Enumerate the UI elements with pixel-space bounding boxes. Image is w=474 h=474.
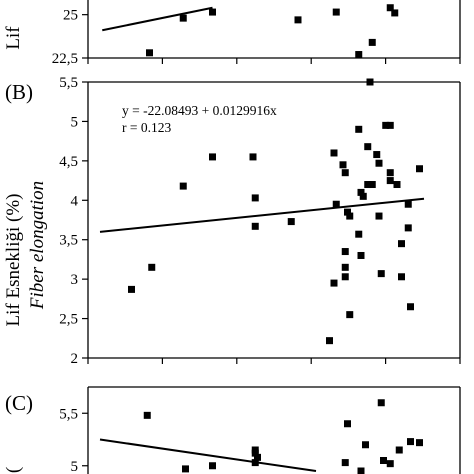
panel-b-data-point [375,212,383,220]
panel-a-trend-line [102,6,213,32]
panel-b-y-tick-label: 2 [71,351,79,367]
panel-c-data-point [362,441,369,449]
panel-b-data-point [344,208,351,216]
panel-c-data-point [251,449,259,457]
panel-a-plot: 22,5 25 [52,0,461,67]
panel-a-data-point [355,51,363,59]
panel-c-letter: (C) [5,391,33,415]
panel-b-y-tick-label: 3 [71,272,79,288]
panel-b-data-point [128,285,135,293]
panel-b-data-point [249,153,257,161]
panel-b-data-point [251,222,259,230]
panel-b-data-point [364,181,372,189]
panel-b-data-point [355,125,363,133]
panel-c-data-point [254,453,261,461]
panel-c-data-point [251,459,259,467]
panel-c-trend-line [99,438,317,472]
panel-a-data-point [294,16,302,24]
panel-c-data-point [377,399,385,407]
panel-b-data-point [393,181,401,189]
panel-b-data-point [382,121,390,129]
panel-b-letter: (B) [5,80,33,104]
panel-b-data-point [148,263,156,271]
panel-b-data-point [386,121,394,129]
panel-b-ylabel-italic: Fiber elongation [27,181,48,310]
panel-a-data-point [386,4,394,12]
panel-a-y-tick-label: 22,5 [52,51,78,67]
panel-c-data-point [407,438,414,446]
panel-b-data-point [375,159,383,167]
panel-a: Lif 22,5 25 [3,0,461,67]
panel-b-data-point [251,194,259,202]
panel-a-y-tick-label: 25 [63,8,78,24]
panel-c-data-point [380,457,387,464]
panel-b-data-point [339,161,347,169]
panel-c: (C) ( 55,5 [3,386,461,474]
panel-b-equation: y = -22.08493 + 0.0129916x [122,103,277,118]
panel-b-data-point [357,251,365,259]
panel-b-data-point [341,169,349,177]
panel-a-data-point [146,49,153,57]
panel-b-y-tick-label: 5,5 [59,75,78,91]
panel-a-ylabel: Lif [3,26,24,50]
panel-a-data-point [332,8,340,16]
panel-c-data-point [182,465,189,473]
panel-a-data-point [368,38,376,46]
panel-b-data-point [357,188,365,196]
panel-b-y-tick-label: 4 [71,193,79,209]
panel-b-data-point [416,165,423,173]
panel-b-y-tick-label: 2,5 [59,312,78,328]
panel-b-data-point [330,149,338,157]
panel-b: (B) y = -22.08493 + 0.0129916x r = 0.123… [3,75,461,367]
panel-b-y-tick-label: 5 [71,114,79,130]
panel-b-data-point [346,311,354,319]
panel-b-data-point [209,153,216,161]
panel-b-data-point [373,151,381,159]
panel-b-data-point [179,182,187,190]
panel-b-plot: 2 2,5 3 3,5 4 4,5 5 5,5 [59,75,461,367]
panel-c-data-point [416,439,423,447]
panel-b-data-point [386,169,394,177]
panel-b-data-point [407,303,414,311]
panel-b-data-point [332,200,340,208]
panel-c-data-point [344,420,351,428]
panel-b-data-point [287,218,295,226]
panel-c-data-point [395,446,403,454]
panel-b-data-point [346,212,354,220]
panel-c-y-tick-label: 5 [71,459,79,474]
panel-c-data-point [357,467,365,474]
panel-b-data-point [398,240,405,248]
panel-c-data-point [386,460,394,468]
panel-c-data-point [143,411,151,419]
panel-b-data-point [404,224,412,232]
panel-b-y-tick-label: 3,5 [59,233,78,249]
panel-b-r-value: r = 0.123 [122,120,171,135]
panel-a-data-point [391,9,399,17]
panel-a-data-point [179,14,187,22]
panel-b-data-point [398,273,405,281]
panel-b-data-point [366,78,374,86]
panel-b-data-point [330,279,338,287]
panel-b-data-point [377,270,385,278]
panel-b-data-point [355,230,363,238]
panel-c-plot: 55,5 [59,386,461,474]
panel-b-data-point [386,177,394,185]
panel-c-data-point [341,459,349,467]
panel-c-y-tick-label: 5,5 [59,406,78,422]
panel-b-data-point [341,273,349,281]
panel-b-y-tick-label: 4,5 [59,154,78,170]
panel-c-ylabel-fragment: ( [3,467,24,473]
panel-b-data-point [341,248,349,256]
panel-a-data-point [209,8,216,16]
panel-c-data-point [209,462,216,470]
panel-b-trend-line [99,197,425,233]
panel-b-data-point [341,263,349,271]
panel-b-data-point [368,181,376,189]
panel-b-data-point [404,200,412,208]
panel-b-ylabel: Lif Esnekliği (%) [3,194,24,327]
panel-b-data-point [364,143,372,151]
panel-b-data-point [326,337,333,345]
panel-b-data-point [359,192,367,200]
